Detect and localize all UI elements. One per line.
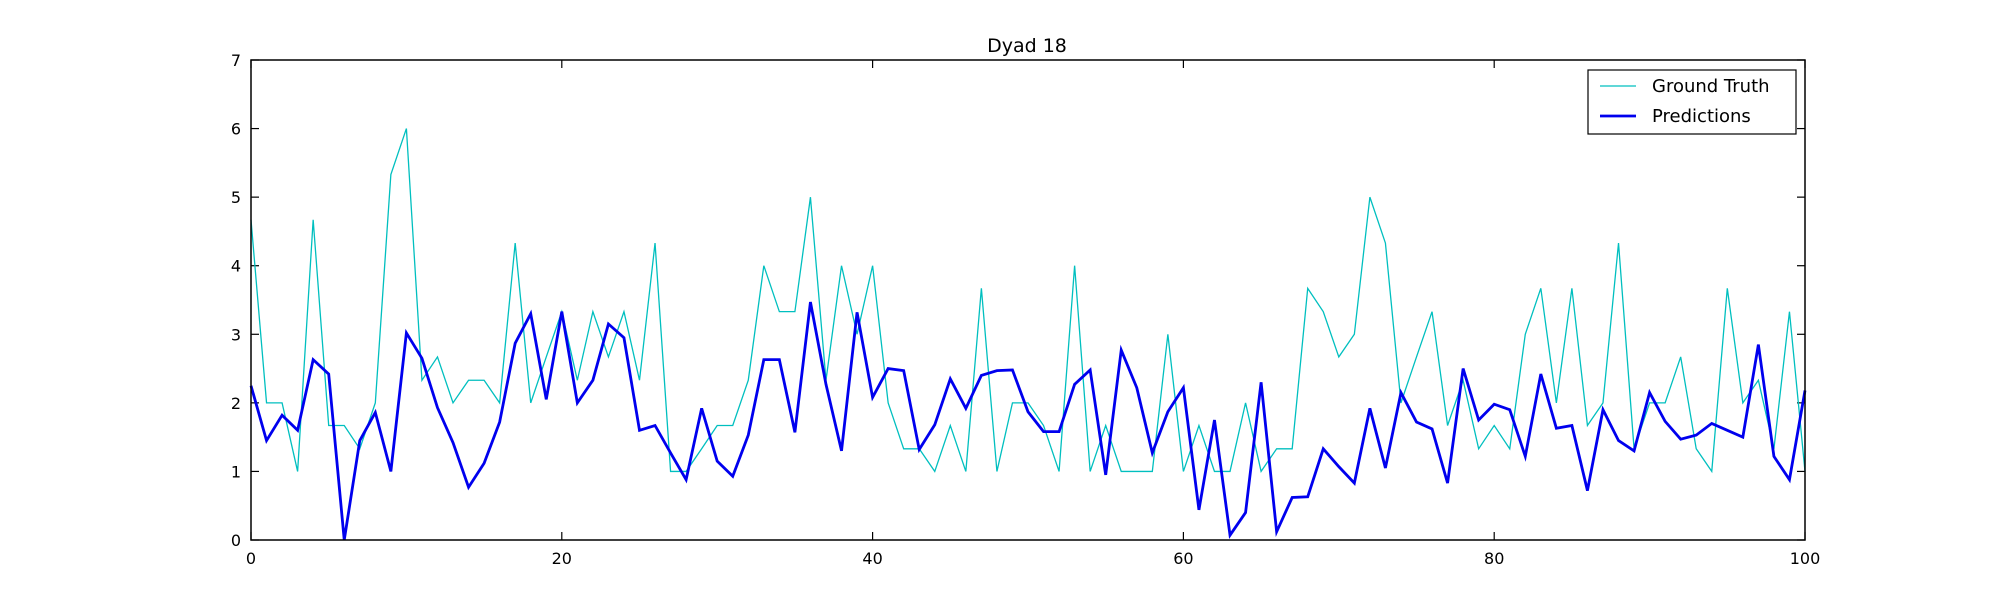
x-axis-ticks: 0 20 40 60 80 100 <box>246 60 1820 568</box>
y-tick-label: 2 <box>231 394 241 413</box>
y-axis-ticks: 0 1 2 3 4 5 6 7 <box>231 51 1805 550</box>
series-layer <box>249 128 1807 541</box>
x-tick-label: 20 <box>552 549 572 568</box>
x-tick-label: 60 <box>1173 549 1193 568</box>
x-tick-label: 100 <box>1790 549 1821 568</box>
y-tick-label: 1 <box>231 462 241 481</box>
plot-frame <box>250 59 1806 541</box>
y-tick-label: 7 <box>231 51 241 70</box>
x-tick-label: 40 <box>862 549 882 568</box>
y-tick-label: 3 <box>231 325 241 344</box>
y-tick-label: 6 <box>231 120 241 139</box>
legend-label: Predictions <box>1652 106 1751 127</box>
x-tick-label: 0 <box>246 549 256 568</box>
y-tick-label: 0 <box>231 531 241 550</box>
chart-title: Dyad 18 <box>987 35 1067 57</box>
legend-label: Ground Truth <box>1652 76 1770 97</box>
series-line-ground-truth <box>250 128 1806 474</box>
x-tick-label: 80 <box>1484 549 1504 568</box>
y-tick-label: 5 <box>231 188 241 207</box>
legend: Ground Truth Predictions <box>1587 69 1797 135</box>
legend-box <box>1587 69 1797 135</box>
y-tick-label: 4 <box>231 257 241 276</box>
series-line-predictions <box>249 301 1807 541</box>
